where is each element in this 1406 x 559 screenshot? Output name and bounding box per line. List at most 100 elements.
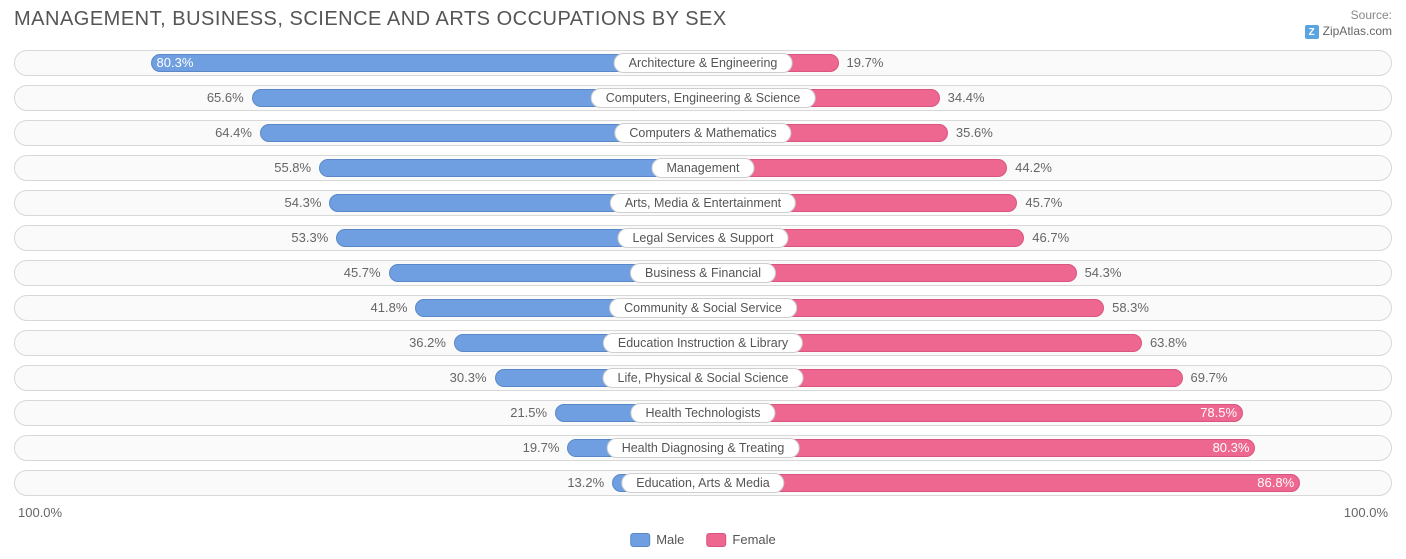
chart-row: 36.2% 63.8% Education Instruction & Librar… xyxy=(14,330,1392,356)
female-half: 19.7% xyxy=(703,51,1391,75)
female-half: 35.6% xyxy=(703,121,1391,145)
chart-row: 45.7% 54.3% Business & Financial xyxy=(14,260,1392,286)
female-bar xyxy=(703,404,1243,422)
male-half: 55.8% xyxy=(15,156,703,180)
female-half: 45.7% xyxy=(703,191,1391,215)
female-pct-label: 46.7% xyxy=(1024,230,1069,245)
female-pct-label: 86.8% xyxy=(1257,475,1294,490)
female-pct-label: 80.3% xyxy=(1213,440,1250,455)
legend-female-label: Female xyxy=(732,532,775,547)
female-swatch-icon xyxy=(706,533,726,547)
male-bar xyxy=(319,159,703,177)
category-pill: Management xyxy=(652,158,755,178)
legend-male-label: Male xyxy=(656,532,684,547)
category-pill: Computers & Mathematics xyxy=(614,123,791,143)
female-bar-wrap: 78.5% xyxy=(703,404,1243,422)
category-pill: Computers, Engineering & Science xyxy=(591,88,816,108)
female-pct-label: 58.3% xyxy=(1104,300,1149,315)
female-half: 78.5% xyxy=(703,401,1391,425)
chart-row: 53.3% 46.7% Legal Services & Support xyxy=(14,225,1392,251)
male-pct-label: 65.6% xyxy=(207,90,252,105)
category-pill: Life, Physical & Social Science xyxy=(603,368,804,388)
chart-header: MANAGEMENT, BUSINESS, SCIENCE AND ARTS O… xyxy=(14,8,1392,40)
source-name: ZipAtlas.com xyxy=(1323,24,1392,40)
chart-area: 80.3% 19.7% Architecture & Engineering 65.6… xyxy=(14,50,1392,496)
female-bar xyxy=(703,474,1300,492)
male-half: 54.3% xyxy=(15,191,703,215)
chart-legend: Male Female xyxy=(630,532,776,547)
source-logo: Z ZipAtlas.com xyxy=(1305,24,1392,40)
axis-left-label: 100.0% xyxy=(18,505,62,520)
male-pct-label: 53.3% xyxy=(291,230,336,245)
male-pct-label: 19.7% xyxy=(523,440,568,455)
female-half: 80.3% xyxy=(703,436,1391,460)
chart-row: 30.3% 69.7% Life, Physical & Social Scienc… xyxy=(14,365,1392,391)
chart-source: Source: Z ZipAtlas.com xyxy=(1305,8,1392,40)
female-pct-label: 44.2% xyxy=(1007,160,1052,175)
chart-row: 54.3% 45.7% Arts, Media & Entertainment xyxy=(14,190,1392,216)
female-pct-label: 45.7% xyxy=(1017,195,1062,210)
female-half: 54.3% xyxy=(703,261,1391,285)
female-half: 63.8% xyxy=(703,331,1391,355)
male-half: 21.5% xyxy=(15,401,703,425)
female-half: 46.7% xyxy=(703,226,1391,250)
axis-row: 100.0% 100.0% xyxy=(14,505,1392,520)
chart-title: MANAGEMENT, BUSINESS, SCIENCE AND ARTS O… xyxy=(14,8,727,31)
male-pct-label: 41.8% xyxy=(371,300,416,315)
female-pct-label: 78.5% xyxy=(1200,405,1237,420)
male-half: 41.8% xyxy=(15,296,703,320)
male-pct-label: 55.8% xyxy=(274,160,319,175)
female-pct-label: 63.8% xyxy=(1142,335,1187,350)
chart-row: 64.4% 35.6% Computers & Mathematics xyxy=(14,120,1392,146)
category-pill: Arts, Media & Entertainment xyxy=(610,193,796,213)
axis-right-label: 100.0% xyxy=(1344,505,1388,520)
legend-male: Male xyxy=(630,532,684,547)
chart-row: 80.3% 19.7% Architecture & Engineering xyxy=(14,50,1392,76)
male-half: 80.3% xyxy=(15,51,703,75)
category-pill: Education Instruction & Library xyxy=(603,333,803,353)
female-pct-label: 35.6% xyxy=(948,125,993,140)
male-pct-label: 13.2% xyxy=(567,475,612,490)
female-half: 58.3% xyxy=(703,296,1391,320)
category-pill: Health Technologists xyxy=(630,403,775,423)
category-pill: Business & Financial xyxy=(630,263,776,283)
male-pct-label: 64.4% xyxy=(215,125,260,140)
female-half: 44.2% xyxy=(703,156,1391,180)
chart-row: 13.2% 86.8% Education, Arts & Media xyxy=(14,470,1392,496)
category-pill: Health Diagnosing & Treating xyxy=(607,438,800,458)
male-pct-label: 30.3% xyxy=(450,370,495,385)
female-pct-label: 34.4% xyxy=(940,90,985,105)
zipatlas-icon: Z xyxy=(1305,25,1319,39)
male-half: 19.7% xyxy=(15,436,703,460)
legend-female: Female xyxy=(706,532,775,547)
male-half: 36.2% xyxy=(15,331,703,355)
female-half: 86.8% xyxy=(703,471,1391,495)
category-pill: Education, Arts & Media xyxy=(621,473,784,493)
category-pill: Legal Services & Support xyxy=(617,228,788,248)
chart-row: 21.5% 78.5% Health Technologists xyxy=(14,400,1392,426)
category-pill: Architecture & Engineering xyxy=(614,53,793,73)
male-half: 30.3% xyxy=(15,366,703,390)
female-half: 69.7% xyxy=(703,366,1391,390)
male-pct-label: 21.5% xyxy=(510,405,555,420)
male-half: 45.7% xyxy=(15,261,703,285)
category-pill: Community & Social Service xyxy=(609,298,797,318)
chart-row: 65.6% 34.4% Computers, Engineering & Scien… xyxy=(14,85,1392,111)
female-bar-wrap: 86.8% xyxy=(703,474,1300,492)
male-half: 64.4% xyxy=(15,121,703,145)
female-pct-label: 69.7% xyxy=(1183,370,1228,385)
male-bar-wrap: 55.8% xyxy=(319,159,703,177)
male-pct-label: 45.7% xyxy=(344,265,389,280)
male-swatch-icon xyxy=(630,533,650,547)
female-pct-label: 19.7% xyxy=(839,55,884,70)
male-half: 13.2% xyxy=(15,471,703,495)
chart-row: 19.7% 80.3% Health Diagnosing & Treating xyxy=(14,435,1392,461)
female-pct-label: 54.3% xyxy=(1077,265,1122,280)
chart-row: 41.8% 58.3% Community & Social Service xyxy=(14,295,1392,321)
chart-row: 55.8% 44.2% Management xyxy=(14,155,1392,181)
male-half: 53.3% xyxy=(15,226,703,250)
male-pct-label: 80.3% xyxy=(157,55,194,70)
male-pct-label: 54.3% xyxy=(285,195,330,210)
male-pct-label: 36.2% xyxy=(409,335,454,350)
source-label: Source: xyxy=(1351,8,1392,22)
